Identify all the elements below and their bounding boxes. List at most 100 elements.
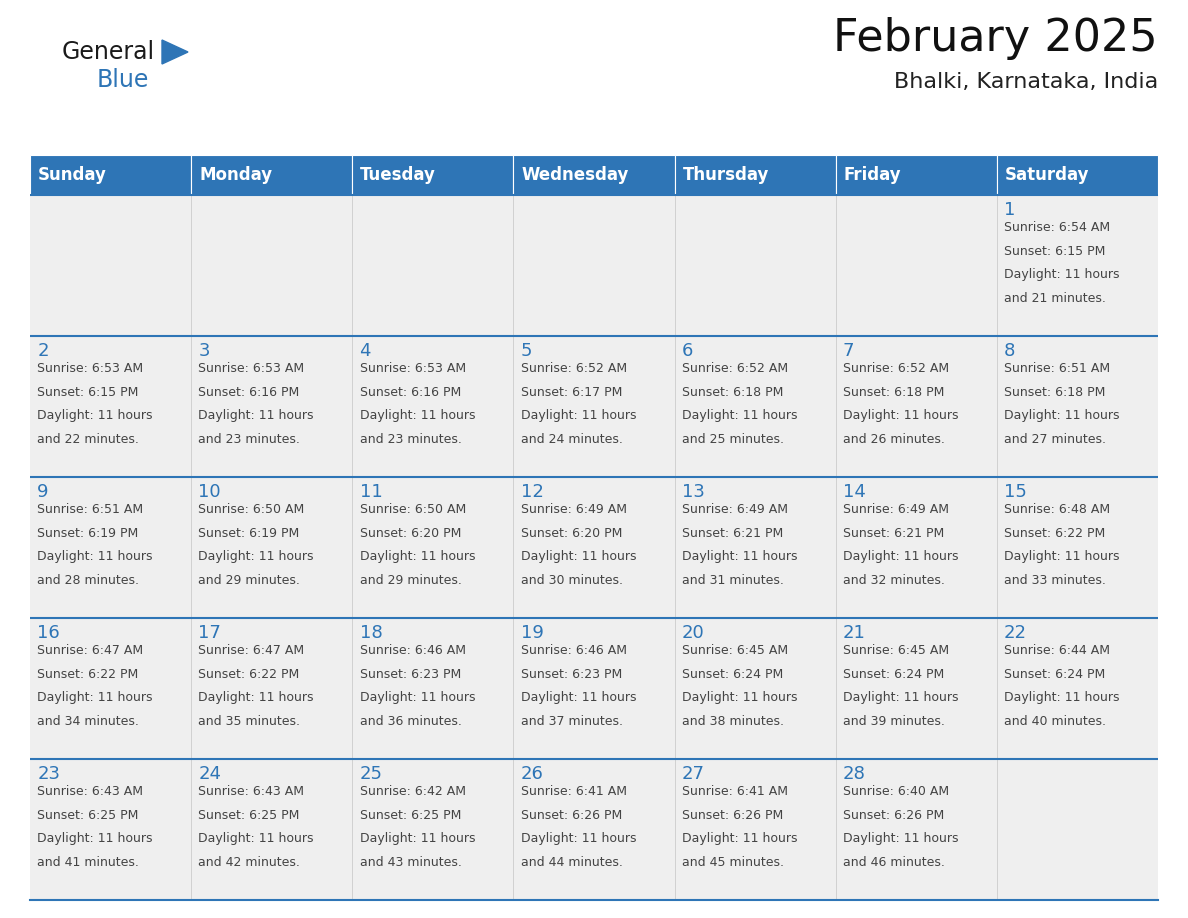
Text: 25: 25 [360,765,383,783]
Text: Sunrise: 6:47 AM: Sunrise: 6:47 AM [37,644,144,657]
Text: Sunset: 6:20 PM: Sunset: 6:20 PM [520,527,623,540]
Text: 4: 4 [360,342,371,360]
Text: and 34 minutes.: and 34 minutes. [37,715,139,728]
Text: 23: 23 [37,765,61,783]
Text: and 27 minutes.: and 27 minutes. [1004,433,1106,446]
Text: Daylight: 11 hours: Daylight: 11 hours [198,691,314,704]
Bar [30,618,191,759]
Text: 28: 28 [843,765,866,783]
Text: Daylight: 11 hours: Daylight: 11 hours [1004,691,1119,704]
Text: Daylight: 11 hours: Daylight: 11 hours [1004,268,1119,282]
Text: Daylight: 11 hours: Daylight: 11 hours [520,833,637,845]
Bar [997,195,1158,336]
Text: Sunrise: 6:52 AM: Sunrise: 6:52 AM [520,362,627,375]
Text: 26: 26 [520,765,544,783]
Text: Daylight: 11 hours: Daylight: 11 hours [682,551,797,564]
Text: and 30 minutes.: and 30 minutes. [520,574,623,588]
Text: Daylight: 11 hours: Daylight: 11 hours [37,551,153,564]
Text: and 23 minutes.: and 23 minutes. [360,433,461,446]
Bar [191,195,353,336]
Bar [675,759,835,900]
Text: 18: 18 [360,624,383,642]
Text: Bhalki, Karnataka, India: Bhalki, Karnataka, India [893,72,1158,92]
Bar [675,618,835,759]
Text: Sunset: 6:19 PM: Sunset: 6:19 PM [198,527,299,540]
Text: Sunset: 6:15 PM: Sunset: 6:15 PM [37,386,139,398]
Text: Sunrise: 6:51 AM: Sunrise: 6:51 AM [37,503,144,516]
Text: and 37 minutes.: and 37 minutes. [520,715,623,728]
Text: Sunset: 6:25 PM: Sunset: 6:25 PM [37,809,139,822]
Text: Daylight: 11 hours: Daylight: 11 hours [843,833,959,845]
Text: and 28 minutes.: and 28 minutes. [37,574,139,588]
Text: Sunset: 6:22 PM: Sunset: 6:22 PM [1004,527,1105,540]
Bar [30,477,191,618]
Bar [835,195,997,336]
Text: Daylight: 11 hours: Daylight: 11 hours [843,409,959,422]
Text: Sunrise: 6:46 AM: Sunrise: 6:46 AM [360,644,466,657]
Text: 13: 13 [682,483,704,501]
Text: Thursday: Thursday [683,166,769,184]
Text: Sunset: 6:22 PM: Sunset: 6:22 PM [198,667,299,680]
Bar [675,155,835,195]
Text: Daylight: 11 hours: Daylight: 11 hours [1004,409,1119,422]
Text: General: General [62,40,156,64]
Text: and 26 minutes.: and 26 minutes. [843,433,944,446]
Text: 1: 1 [1004,201,1016,219]
Text: Daylight: 11 hours: Daylight: 11 hours [520,551,637,564]
Text: Daylight: 11 hours: Daylight: 11 hours [520,691,637,704]
Text: 16: 16 [37,624,61,642]
Text: Sunset: 6:23 PM: Sunset: 6:23 PM [360,667,461,680]
Text: Daylight: 11 hours: Daylight: 11 hours [198,551,314,564]
Bar [30,759,191,900]
Text: and 22 minutes.: and 22 minutes. [37,433,139,446]
Text: Sunrise: 6:46 AM: Sunrise: 6:46 AM [520,644,627,657]
Text: and 21 minutes.: and 21 minutes. [1004,292,1106,305]
Text: Sunrise: 6:53 AM: Sunrise: 6:53 AM [37,362,144,375]
Text: 3: 3 [198,342,210,360]
Text: Sunrise: 6:41 AM: Sunrise: 6:41 AM [520,785,627,798]
Bar [835,477,997,618]
Text: Daylight: 11 hours: Daylight: 11 hours [37,833,153,845]
Text: and 40 minutes.: and 40 minutes. [1004,715,1106,728]
Text: Sunrise: 6:50 AM: Sunrise: 6:50 AM [360,503,466,516]
Bar [30,155,191,195]
Text: Daylight: 11 hours: Daylight: 11 hours [1004,551,1119,564]
Text: Sunrise: 6:51 AM: Sunrise: 6:51 AM [1004,362,1111,375]
Text: Sunrise: 6:52 AM: Sunrise: 6:52 AM [843,362,949,375]
Text: Sunset: 6:26 PM: Sunset: 6:26 PM [682,809,783,822]
Text: Daylight: 11 hours: Daylight: 11 hours [360,833,475,845]
Bar [997,618,1158,759]
Text: Sunset: 6:16 PM: Sunset: 6:16 PM [198,386,299,398]
Bar [191,618,353,759]
Text: Daylight: 11 hours: Daylight: 11 hours [682,409,797,422]
Text: Sunset: 6:25 PM: Sunset: 6:25 PM [360,809,461,822]
Text: and 38 minutes.: and 38 minutes. [682,715,784,728]
Bar [835,618,997,759]
Text: Sunset: 6:16 PM: Sunset: 6:16 PM [360,386,461,398]
Text: Sunday: Sunday [38,166,107,184]
Bar [30,195,191,336]
Text: Blue: Blue [97,68,150,92]
Text: Sunrise: 6:48 AM: Sunrise: 6:48 AM [1004,503,1111,516]
Bar [997,336,1158,477]
Bar [513,618,675,759]
Text: and 29 minutes.: and 29 minutes. [198,574,301,588]
Text: Sunset: 6:23 PM: Sunset: 6:23 PM [520,667,623,680]
Bar [997,477,1158,618]
Text: Wednesday: Wednesday [522,166,628,184]
Text: Monday: Monday [200,166,272,184]
Text: and 31 minutes.: and 31 minutes. [682,574,784,588]
Text: 20: 20 [682,624,704,642]
Text: and 35 minutes.: and 35 minutes. [198,715,301,728]
Text: Sunset: 6:24 PM: Sunset: 6:24 PM [1004,667,1105,680]
Text: Sunrise: 6:47 AM: Sunrise: 6:47 AM [198,644,304,657]
Bar [513,477,675,618]
Text: 5: 5 [520,342,532,360]
Text: Sunset: 6:25 PM: Sunset: 6:25 PM [198,809,299,822]
Text: 15: 15 [1004,483,1026,501]
Text: Sunset: 6:20 PM: Sunset: 6:20 PM [360,527,461,540]
Text: Sunset: 6:24 PM: Sunset: 6:24 PM [682,667,783,680]
Bar [353,336,513,477]
Text: and 42 minutes.: and 42 minutes. [198,856,301,869]
Bar [191,155,353,195]
